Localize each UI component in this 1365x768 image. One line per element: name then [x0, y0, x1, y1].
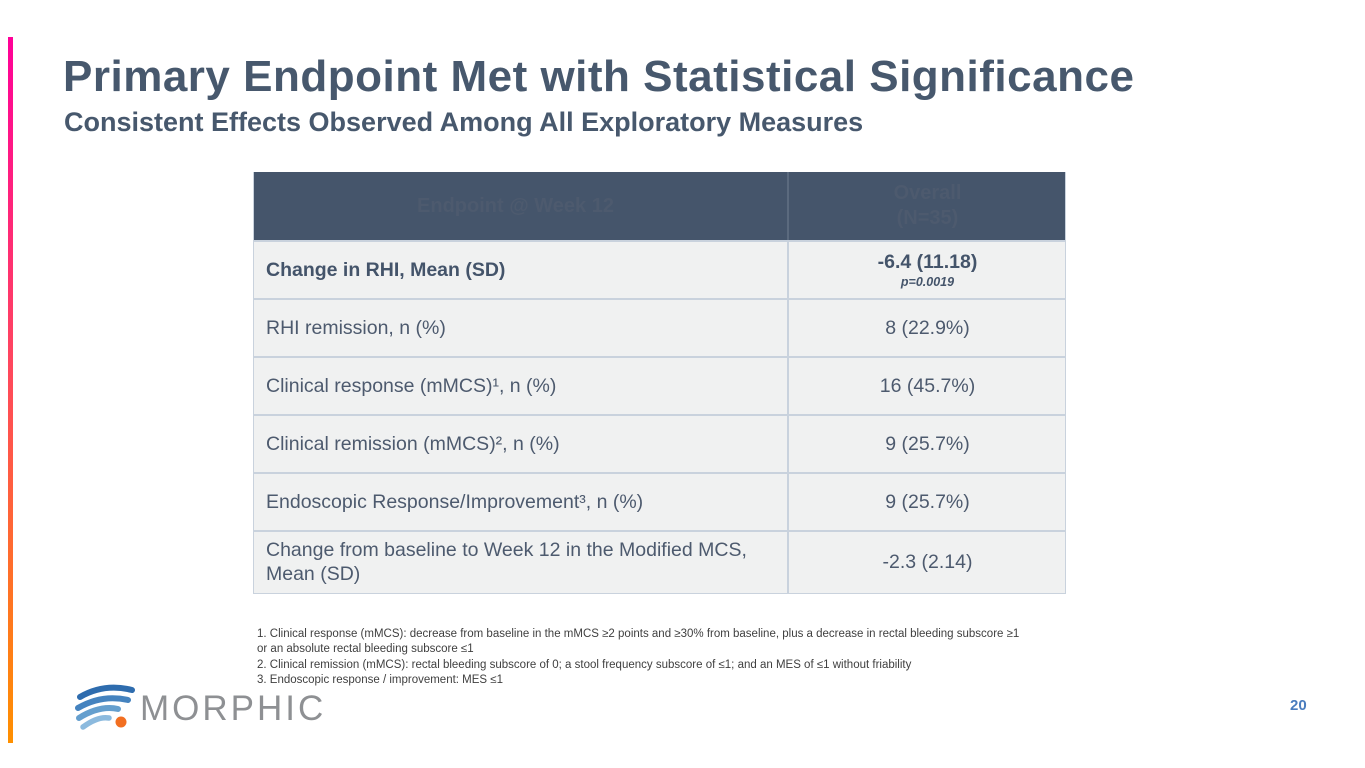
table-row: Clinical remission (mMCS)², n (%) 9 (25.…: [254, 414, 1065, 472]
table-row: Clinical response (mMCS)¹, n (%) 16 (45.…: [254, 356, 1065, 414]
table-header-overall-line2: (N=35): [896, 207, 959, 229]
row-value: -2.3 (2.14): [787, 532, 1066, 593]
results-table: Endpoint @ Week 12 Overall (N=35) Change…: [253, 172, 1066, 594]
accent-gradient-bar: [8, 37, 13, 743]
table-header-overall: Overall (N=35): [787, 172, 1066, 240]
footnote-1: 1. Clinical response (mMCS): decrease fr…: [257, 628, 1020, 656]
row-p-value: p=0.0019: [900, 274, 955, 289]
row-label: Endoscopic Response/Improvement³, n (%): [266, 490, 644, 513]
table-row: Change in RHI, Mean (SD) -6.4 (11.18) p=…: [254, 240, 1065, 298]
row-label: Clinical remission (mMCS)², n (%): [266, 432, 560, 455]
row-label: RHI remission, n (%): [266, 316, 446, 339]
row-label: Clinical response (mMCS)¹, n (%): [266, 374, 557, 397]
footnotes: 1. Clinical response (mMCS): decrease fr…: [257, 627, 1032, 688]
footnote-3: 3. Endoscopic response / improvement: ME…: [257, 673, 504, 686]
footnote-2: 2. Clinical remission (mMCS): rectal ble…: [257, 658, 912, 671]
morphic-wave-icon: [75, 684, 135, 730]
row-value: 8 (22.9%): [787, 300, 1066, 356]
page-number: 20: [1290, 697, 1307, 714]
table-header-row: Endpoint @ Week 12 Overall (N=35): [254, 172, 1065, 240]
row-value: 9 (25.7%): [787, 416, 1066, 472]
row-value-number: -6.4 (11.18): [877, 250, 978, 273]
row-value: 9 (25.7%): [787, 474, 1066, 530]
row-label: Change from baseline to Week 12 in the M…: [266, 539, 747, 586]
table-header-overall-line1: Overall: [893, 182, 962, 204]
row-value: 16 (45.7%): [787, 358, 1066, 414]
slide-subtitle: Consistent Effects Observed Among All Ex…: [64, 107, 864, 137]
morphic-wordmark: MORPHIC: [140, 689, 327, 728]
table-row: Endoscopic Response/Improvement³, n (%) …: [254, 472, 1065, 530]
row-label: Change in RHI, Mean (SD): [266, 258, 506, 281]
row-value: -6.4 (11.18) p=0.0019: [787, 242, 1066, 298]
slide-title: Primary Endpoint Met with Statistical Si…: [63, 52, 1135, 101]
table-row: Change from baseline to Week 12 in the M…: [254, 530, 1065, 593]
table-row: RHI remission, n (%) 8 (22.9%): [254, 298, 1065, 356]
morphic-logo: MORPHIC: [74, 681, 326, 737]
table-header-endpoint: Endpoint @ Week 12: [417, 194, 614, 217]
